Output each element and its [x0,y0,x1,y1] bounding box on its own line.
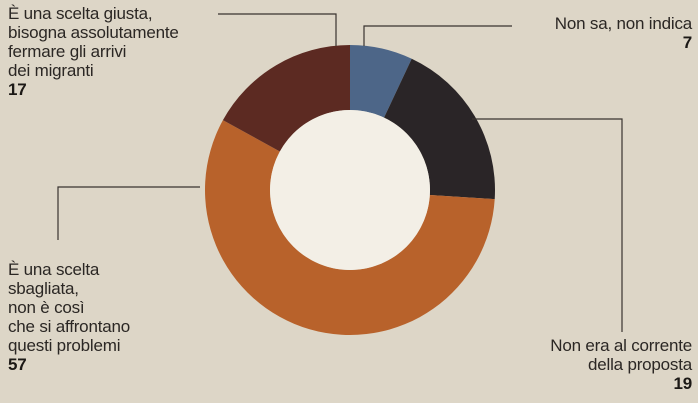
slice-non-sa [350,45,412,118]
label-giusta-line-4: dei migranti [8,61,94,80]
label-sbagliata: È una scelta sbagliata, non è così che s… [8,260,130,374]
label-sbagliata-line-1: È una scelta [8,260,100,279]
slice-non-al-corrente [384,58,495,200]
label-giusta-line-3: fermare gli arrivi [8,42,127,61]
value-non-al-corrente: 19 [673,374,692,393]
label-sbagliata-line-4: che si affrontano [8,317,130,336]
donut-hole [270,110,430,270]
value-sbagliata: 57 [8,355,27,374]
leader-line-giusta [218,13,337,46]
leader-lines [57,13,623,332]
slice-sbagliata [205,120,495,336]
label-non-al-corrente-line-1: Non era al corrente [550,336,692,355]
leader-line-non-sa [363,25,512,46]
label-non-sa: Non sa, non indica 7 [555,14,692,52]
label-giusta-line-1: È una scelta giusta, [8,4,153,23]
label-non-al-corrente: Non era al corrente della proposta 19 [550,336,692,393]
label-sbagliata-line-5: questi problemi [8,336,121,355]
leader-line-non-al-corrente [472,118,623,332]
value-giusta: 17 [8,80,27,99]
label-non-al-corrente-line-2: della proposta [588,355,692,374]
value-non-sa: 7 [682,33,692,52]
label-non-sa-line-1: Non sa, non indica [554,14,692,33]
label-sbagliata-line-2: sbagliata, [8,279,79,298]
donut-slices [205,45,495,336]
label-sbagliata-line-3: non è così [8,298,85,317]
leader-line-sbagliata [57,186,200,240]
label-giusta: È una scelta giusta, bisogna assolutamen… [8,4,179,99]
label-giusta-line-2: bisogna assolutamente [8,23,179,42]
slice-giusta [222,45,350,152]
